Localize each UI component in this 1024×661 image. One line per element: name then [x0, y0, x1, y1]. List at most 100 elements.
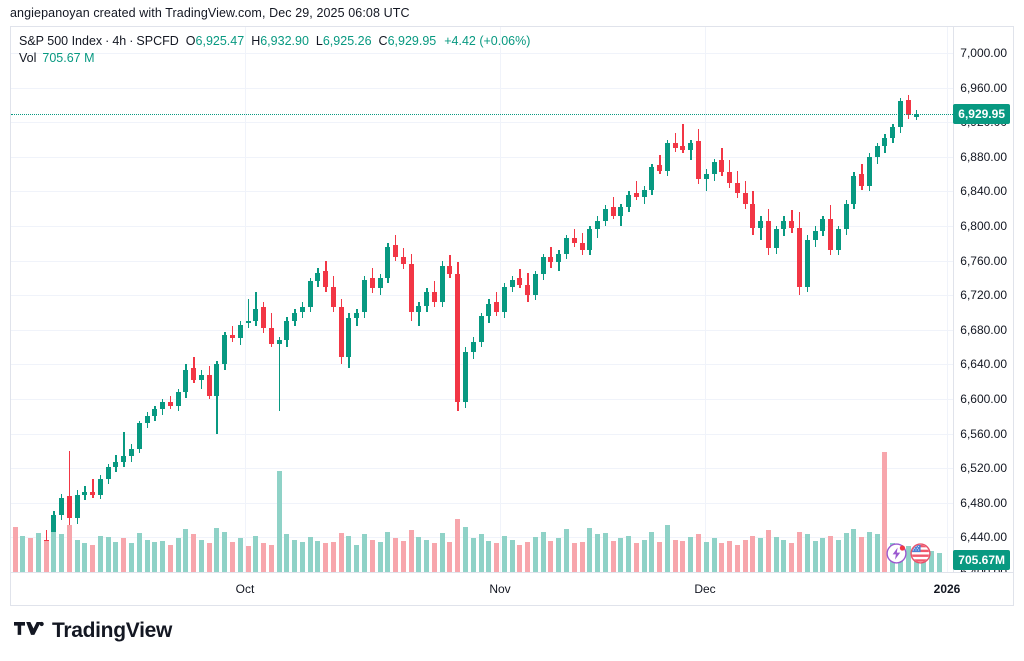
volume-bar[interactable] [385, 531, 391, 572]
volume-bar[interactable] [828, 535, 834, 572]
candle-body[interactable] [292, 312, 298, 322]
candle-body[interactable] [129, 449, 134, 457]
volume-bar[interactable] [478, 534, 484, 572]
candle-body[interactable] [796, 227, 802, 287]
volume-bar[interactable] [354, 544, 360, 572]
candle-body[interactable] [144, 416, 150, 424]
volume-bar[interactable] [602, 533, 608, 572]
volume-bar[interactable] [276, 471, 282, 572]
volume-bar[interactable] [804, 534, 810, 572]
volume-bar[interactable] [486, 540, 492, 572]
us-flag-icon[interactable] [910, 543, 931, 564]
candle-body[interactable] [160, 402, 166, 410]
candle-body[interactable] [835, 229, 841, 251]
volume-bar[interactable] [734, 544, 740, 572]
volume-bar[interactable] [781, 539, 787, 572]
volume-bar[interactable] [121, 538, 127, 572]
volume-bar[interactable] [28, 538, 34, 572]
candle-body[interactable] [191, 367, 197, 380]
candle-body[interactable] [750, 203, 756, 228]
candle-body[interactable] [385, 246, 391, 278]
volume-bar[interactable] [105, 536, 111, 572]
candle-body[interactable] [657, 165, 663, 171]
volume-bar[interactable] [113, 541, 119, 572]
legend-volume-key[interactable]: Vol [19, 51, 37, 65]
volume-bar[interactable] [214, 527, 220, 572]
candle-body[interactable] [781, 220, 787, 230]
candle-body[interactable] [820, 219, 826, 232]
candle-body[interactable] [602, 208, 608, 221]
volume-bar[interactable] [812, 540, 818, 572]
volume-bar[interactable] [74, 539, 80, 572]
volume-bar[interactable] [657, 542, 663, 572]
candle-body[interactable] [59, 497, 65, 515]
candle-body[interactable] [74, 495, 80, 519]
candle-body[interactable] [393, 245, 399, 258]
volume-bar[interactable] [765, 530, 771, 572]
volume-bar[interactable] [439, 533, 445, 572]
candle-body[interactable] [198, 374, 204, 380]
candle-body[interactable] [470, 341, 476, 353]
volume-bar[interactable] [835, 539, 841, 572]
volume-bar[interactable] [905, 546, 911, 572]
volume-bar[interactable] [742, 539, 748, 572]
candle-body[interactable] [789, 220, 795, 228]
volume-bar[interactable] [191, 534, 197, 572]
volume-bar[interactable] [672, 539, 678, 572]
candle-body[interactable] [913, 113, 919, 117]
price-axis[interactable]: 7,000.006,960.006,920.006,880.006,840.00… [953, 27, 1013, 579]
volume-bar[interactable] [97, 535, 103, 572]
volume-bar[interactable] [641, 539, 647, 572]
candle-body[interactable] [486, 303, 492, 316]
volume-bar[interactable] [416, 536, 422, 572]
volume-bar[interactable] [688, 536, 694, 572]
volume-bar[interactable] [66, 525, 72, 572]
volume-bar[interactable] [874, 534, 880, 572]
volume-bar[interactable] [556, 538, 562, 572]
candle-body[interactable] [548, 257, 554, 263]
candle-body[interactable] [727, 172, 733, 183]
volume-bar[interactable] [447, 542, 453, 572]
candle-body[interactable] [315, 272, 321, 282]
candle-body[interactable] [439, 265, 445, 303]
volume-bar[interactable] [152, 542, 158, 572]
candle-body[interactable] [268, 328, 274, 344]
volume-bar[interactable] [400, 540, 406, 572]
candle-body[interactable] [703, 174, 709, 180]
candle-body[interactable] [82, 492, 88, 495]
volume-bar[interactable] [470, 538, 476, 572]
candle-body[interactable] [882, 137, 888, 147]
volume-bar[interactable] [377, 542, 383, 572]
volume-bar[interactable] [20, 536, 26, 572]
volume-bar[interactable] [424, 539, 430, 572]
volume-bar[interactable] [222, 531, 228, 572]
candle-body[interactable] [765, 220, 771, 249]
candle-body[interactable] [532, 274, 538, 296]
volume-bar[interactable] [183, 529, 189, 572]
candle-body[interactable] [206, 374, 212, 396]
candle-body[interactable] [113, 462, 119, 468]
candle-body[interactable] [890, 127, 896, 138]
candle-body[interactable] [175, 392, 181, 406]
candle-body[interactable] [866, 156, 872, 187]
volume-bar[interactable] [59, 534, 65, 572]
volume-bar[interactable] [284, 534, 290, 572]
candle-body[interactable] [610, 206, 616, 216]
volume-bar[interactable] [51, 531, 57, 572]
volume-bar[interactable] [595, 534, 601, 572]
volume-bar[interactable] [696, 534, 702, 572]
volume-bar[interactable] [136, 533, 142, 572]
volume-bar[interactable] [198, 539, 204, 572]
candle-body[interactable] [136, 423, 142, 450]
volume-bar[interactable] [167, 544, 173, 572]
volume-bar[interactable] [773, 536, 779, 572]
volume-bar[interactable] [338, 533, 344, 572]
volume-bar[interactable] [610, 540, 616, 572]
candle-body[interactable] [276, 340, 282, 344]
volume-bar[interactable] [517, 544, 523, 572]
volume-bar[interactable] [369, 539, 375, 572]
volume-bar[interactable] [882, 452, 888, 572]
candle-body[interactable] [447, 265, 453, 275]
candle-body[interactable] [517, 277, 523, 285]
volume-bar[interactable] [494, 543, 500, 572]
